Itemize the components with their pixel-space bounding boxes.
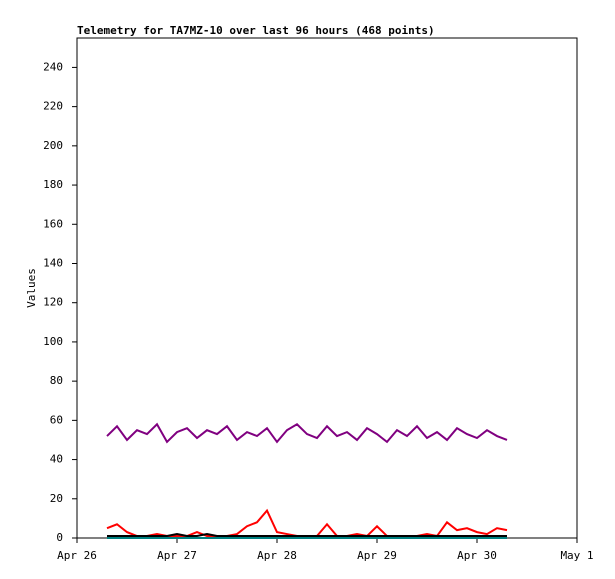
y-tick-label: 100 (43, 335, 63, 348)
x-tick-label: Apr 27 (157, 549, 197, 562)
y-tick-label: 240 (43, 60, 63, 73)
plot-frame (76, 37, 578, 539)
y-tick-label: 80 (50, 374, 63, 387)
chart-title: Telemetry for TA7MZ-10 over last 96 hour… (77, 24, 435, 37)
series-line (106, 422, 508, 444)
x-tick-label: Apr 26 (57, 549, 97, 562)
series-line (106, 508, 508, 538)
y-tick-label: 200 (43, 139, 63, 152)
y-tick-label: 60 (50, 413, 63, 426)
y-tick-label: 20 (50, 492, 63, 505)
y-tick-label: 120 (43, 296, 63, 309)
y-tick-label: 180 (43, 178, 63, 191)
y-tick-label: 160 (43, 217, 63, 230)
y-tick-label: 0 (56, 531, 63, 544)
x-tick-label: May 1 (560, 549, 593, 562)
x-tick-label: Apr 30 (457, 549, 497, 562)
x-tick-label: Apr 28 (257, 549, 297, 562)
x-tick-label: Apr 29 (357, 549, 397, 562)
y-tick-label: 220 (43, 100, 63, 113)
y-axis-label: Values (25, 268, 38, 308)
series-line (107, 533, 507, 538)
y-tick-label: 140 (43, 256, 63, 269)
y-tick-label: 40 (50, 453, 63, 466)
